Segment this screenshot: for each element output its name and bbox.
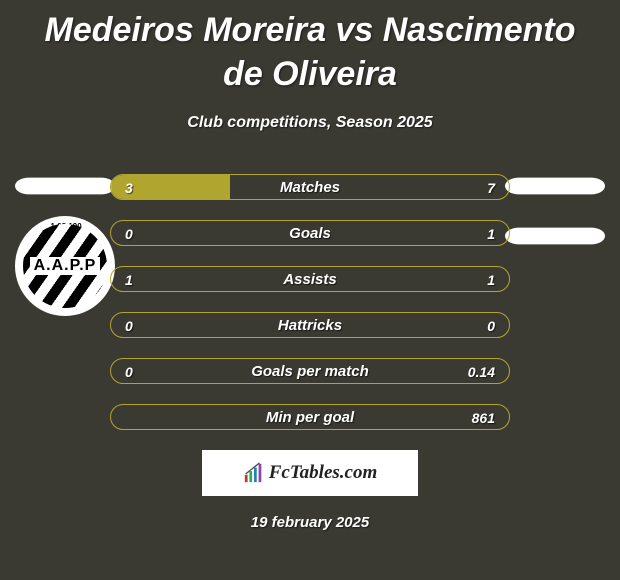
- fctables-badge: FcTables.com: [202, 450, 418, 496]
- stat-label: Min per goal: [111, 405, 509, 430]
- stat-row: 00.14Goals per match: [0, 358, 620, 384]
- stat-row: 861Min per goal: [0, 404, 620, 430]
- stat-row: 01Goals: [0, 220, 620, 246]
- stat-row: 11Assists: [0, 266, 620, 292]
- page-title: Medeiros Moreira vs Nascimento de Olivei…: [0, 0, 620, 100]
- stat-row: 00Hattricks: [0, 312, 620, 338]
- stat-bar: 00Hattricks: [110, 312, 510, 338]
- stat-label: Assists: [111, 267, 509, 292]
- stat-bar: 861Min per goal: [110, 404, 510, 430]
- stat-label: Matches: [111, 175, 509, 200]
- date-label: 19 february 2025: [0, 514, 620, 531]
- stat-bar: 00.14Goals per match: [110, 358, 510, 384]
- stat-bar: 37Matches: [110, 174, 510, 200]
- subtitle: Club competitions, Season 2025: [0, 114, 620, 132]
- stat-label: Goals per match: [111, 359, 509, 384]
- stat-bar: 01Goals: [110, 220, 510, 246]
- stat-row: 37Matches: [0, 174, 620, 200]
- stat-label: Goals: [111, 221, 509, 246]
- fctables-label: FcTables.com: [269, 462, 378, 484]
- stats-chart: 37Matches 01Goals 11Assists 00Hattricks 00.1…: [0, 174, 620, 430]
- stat-label: Hattricks: [111, 313, 509, 338]
- stat-bar: 11Assists: [110, 266, 510, 292]
- fctables-icon: [243, 462, 265, 484]
